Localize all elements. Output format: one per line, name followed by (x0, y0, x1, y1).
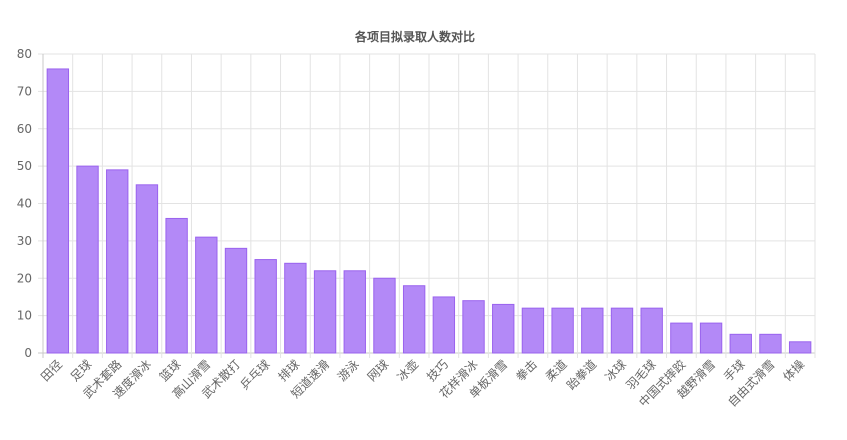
y-tick-label: 40 (17, 197, 32, 211)
y-axis: 0 10 20 30 40 50 60 70 80 (17, 47, 32, 360)
bar[interactable] (224, 247, 248, 354)
x-tick-label: 游泳 (335, 357, 362, 384)
chart-title: 各项目拟录取人数对比 (354, 29, 475, 44)
bar[interactable] (135, 184, 159, 354)
x-tick-label: 体操 (780, 357, 808, 385)
bar[interactable] (759, 333, 782, 354)
y-tick-label: 80 (17, 47, 32, 61)
y-tick-label: 60 (17, 122, 32, 136)
x-tick-label: 跆拳道 (563, 357, 599, 393)
y-tick-label: 20 (17, 271, 32, 285)
bar[interactable] (581, 307, 604, 354)
bar[interactable] (699, 322, 723, 354)
grid-layer (38, 53, 816, 358)
bar[interactable] (46, 68, 70, 354)
bar[interactable] (165, 217, 188, 354)
bar[interactable] (76, 165, 99, 354)
y-tick-label: 30 (17, 234, 32, 248)
y-tick-label: 50 (17, 159, 32, 173)
bar[interactable] (610, 307, 634, 354)
bar[interactable] (284, 262, 307, 354)
bar[interactable] (670, 322, 693, 354)
bar[interactable] (432, 296, 456, 354)
bar[interactable] (521, 307, 545, 354)
bar[interactable] (551, 307, 574, 354)
bar[interactable] (492, 303, 515, 354)
bar[interactable] (402, 285, 426, 354)
x-tick-label: 拳击 (512, 357, 540, 385)
x-tick-label: 冰壶 (394, 357, 422, 385)
bar[interactable] (313, 270, 337, 354)
bar[interactable] (729, 333, 752, 354)
y-tick-label: 10 (17, 309, 32, 323)
bar[interactable] (106, 169, 129, 354)
bar[interactable] (788, 341, 812, 354)
x-tick-label: 网球 (365, 357, 392, 384)
x-tick-label: 田径 (38, 357, 65, 384)
y-tick-label: 0 (24, 346, 32, 360)
bar[interactable] (462, 300, 485, 354)
bar[interactable] (254, 259, 277, 354)
y-tick-label: 70 (17, 84, 32, 98)
bar[interactable] (195, 236, 218, 354)
x-tick-label: 乒乓球 (237, 357, 272, 392)
bar[interactable] (640, 307, 663, 354)
bar[interactable] (343, 270, 366, 354)
bar[interactable] (373, 277, 396, 354)
bar-layer (46, 68, 812, 354)
